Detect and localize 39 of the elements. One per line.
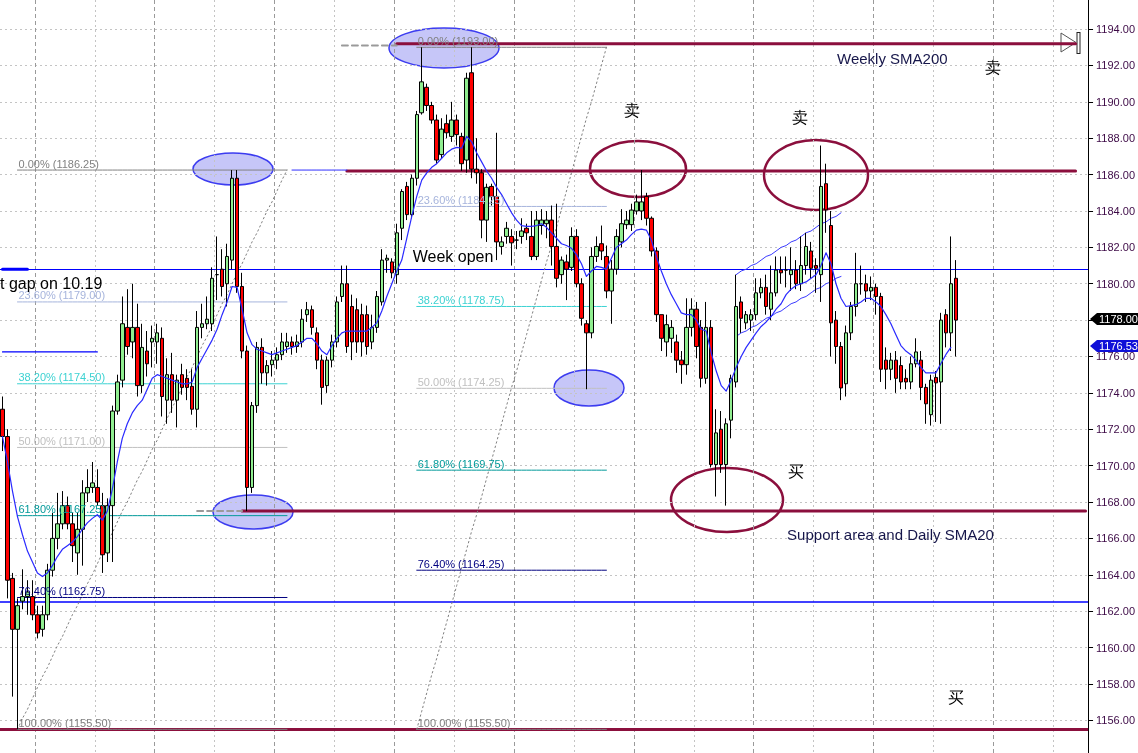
y-tick-label: 1170.00 [1096, 459, 1136, 472]
series-label: 50.00% (1174.25) [417, 375, 505, 388]
annotation: 卖 [792, 108, 808, 126]
series-label: Support area and Daily SMA20 [787, 526, 994, 544]
y-tick-label: 1186.00 [1096, 168, 1136, 181]
y-tick-label: 1194.00 [1096, 23, 1136, 36]
y-tick-label: 1164.00 [1096, 568, 1136, 581]
annotation: 买 [788, 462, 804, 480]
y-tick-label: 1162.00 [1096, 605, 1136, 618]
text: 1176.53 [1099, 340, 1138, 352]
y-tick-label: 1190.00 [1096, 95, 1136, 108]
series-label: 100.00% (1155.50) [417, 716, 511, 729]
ref-line-label: Week open [412, 247, 494, 265]
y-tick-label: 1156.00 [1096, 714, 1136, 727]
y-tick-label: 1180.00 [1096, 277, 1136, 290]
y-tick-label: 1160.00 [1096, 641, 1136, 654]
y-tick-label: 1182.00 [1096, 241, 1136, 254]
annotation: t gap on 10.19 [0, 274, 103, 292]
annotation: 买 [948, 688, 964, 706]
series-label: 61.80% (1169.75) [417, 457, 505, 470]
series-label: 50.00% (1171.00) [18, 434, 106, 447]
annotation: 卖 [985, 58, 1001, 76]
series-label: 76.40% (1164.25) [417, 557, 505, 570]
series-label: 38.20% (1174.50) [18, 371, 106, 384]
annotation: 卖 [624, 101, 640, 119]
y-tick-label: 1176.00 [1096, 350, 1136, 363]
y-tick-label: 1192.00 [1096, 59, 1136, 72]
y-tick-label: 1188.00 [1096, 132, 1136, 145]
text: 1178.00 [1099, 313, 1138, 325]
y-tick-label: 1184.00 [1096, 204, 1136, 217]
series-label: 0.00% (1186.25) [18, 157, 99, 170]
y-tick-label: 1168.00 [1096, 496, 1136, 508]
series-label: 100.00% (1155.50) [18, 716, 112, 729]
series-label: Weekly SMA200 [837, 49, 948, 67]
y-tick-label: 1174.00 [1096, 386, 1136, 399]
y-tick-label: 1172.00 [1096, 423, 1136, 436]
y-tick-label: 1166.00 [1096, 532, 1136, 545]
series-label: 38.20% (1178.75) [417, 293, 505, 306]
y-tick-label: 1158.00 [1096, 677, 1136, 690]
